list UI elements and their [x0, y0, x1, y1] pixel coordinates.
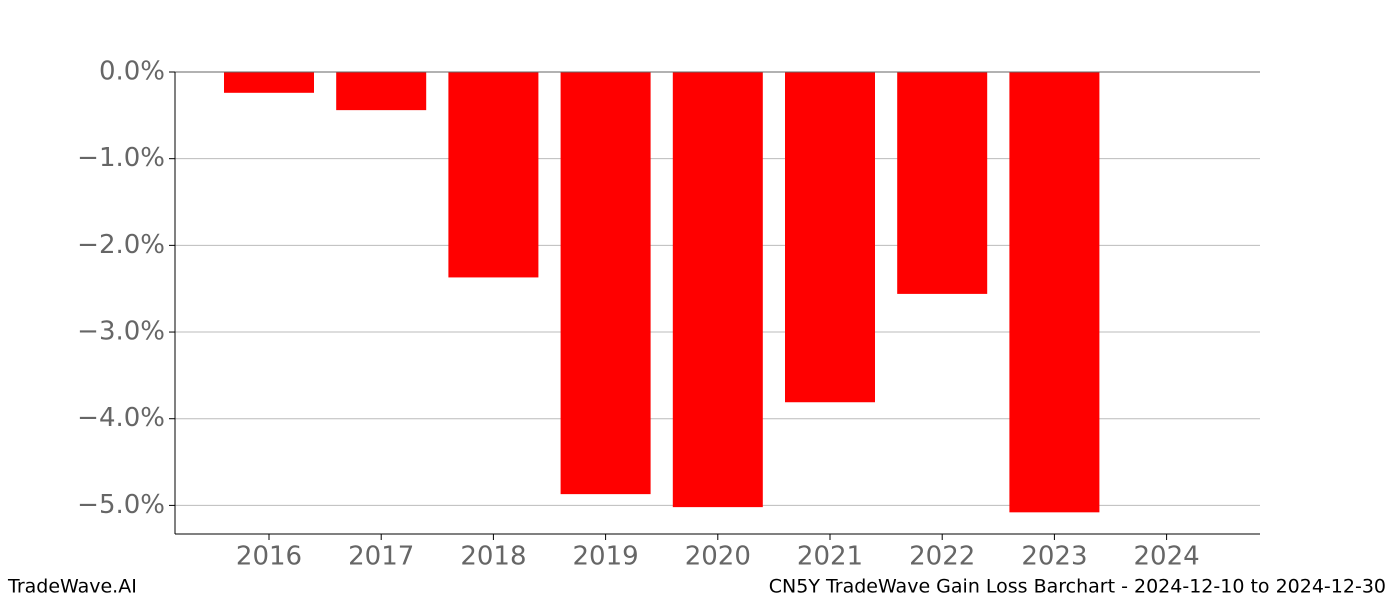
- x-tick-label: 2020: [685, 542, 751, 572]
- x-tick-label: 2017: [348, 542, 414, 572]
- bar: [448, 72, 539, 278]
- bar: [1009, 72, 1100, 513]
- bar: [897, 72, 988, 294]
- x-tick-label: 2022: [909, 542, 975, 572]
- x-tick-label: 2018: [460, 542, 526, 572]
- x-tick-label: 2016: [236, 542, 302, 572]
- y-tick-label: −5.0%: [77, 490, 165, 520]
- bar: [336, 72, 427, 111]
- y-tick-label: 0.0%: [99, 57, 165, 87]
- bar: [785, 72, 875, 403]
- y-tick-label: −4.0%: [77, 403, 165, 433]
- footer-right: CN5Y TradeWave Gain Loss Barchart - 2024…: [769, 576, 1386, 598]
- y-tick-label: −1.0%: [77, 143, 165, 173]
- x-tick-label: 2019: [573, 542, 639, 572]
- x-tick-label: 2024: [1134, 542, 1200, 572]
- x-tick-label: 2021: [797, 542, 863, 572]
- bar: [224, 72, 314, 93]
- footer-left: TradeWave.AI: [7, 576, 137, 598]
- bar: [560, 72, 651, 495]
- y-tick-label: −3.0%: [77, 317, 165, 347]
- y-tick-label: −2.0%: [77, 230, 165, 260]
- bar: [672, 72, 763, 508]
- x-tick-label: 2023: [1021, 542, 1087, 572]
